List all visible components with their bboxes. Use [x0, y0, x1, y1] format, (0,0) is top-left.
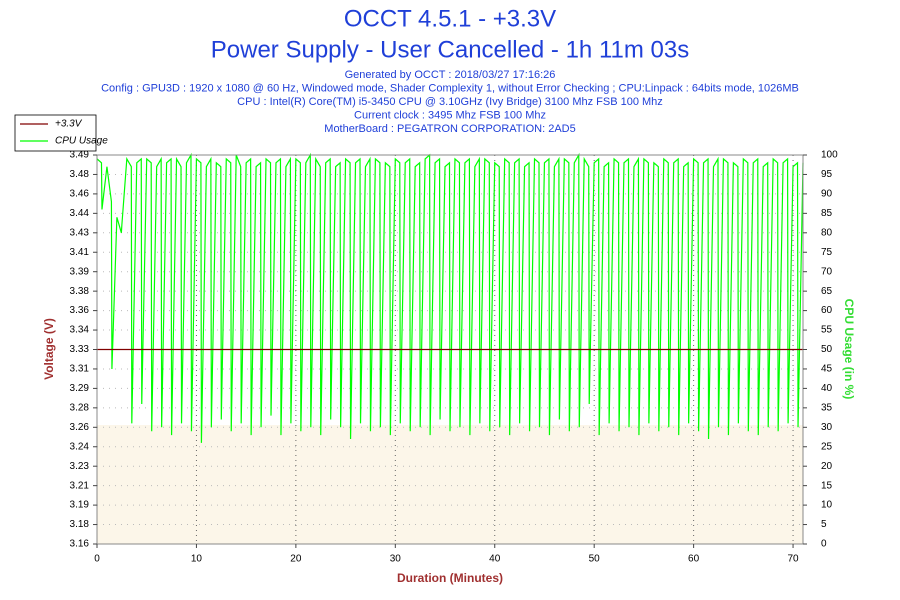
legend-box	[14, 114, 97, 152]
y2-tick-label: 30	[821, 422, 833, 433]
y-axis-label: Voltage (V)	[42, 318, 56, 380]
y2-tick-label: 75	[821, 247, 833, 258]
y2-tick-label: 5	[821, 519, 827, 530]
axes: 3.16 3.18 3.19 3.21 3.23 3.24 3.26 3.28 3.29 3.31…	[70, 150, 839, 565]
chart-subtitle: Power Supply - User Cancelled - 1h 11m 0…	[211, 36, 689, 63]
y-tick-label: 3.19	[70, 500, 90, 511]
y2-tick-label: 45	[821, 364, 833, 375]
y-tick-label: 3.41	[70, 247, 90, 258]
y2-tick-label: 60	[821, 305, 833, 316]
y-tick-label: 3.24	[70, 441, 90, 452]
y2-tick-label: 65	[821, 286, 833, 297]
series-line	[96, 152, 804, 443]
legend: +3.3V CPU Usage	[14, 114, 108, 152]
y-tick-label: 3.46	[70, 189, 90, 200]
y-tick-label: 3.38	[70, 286, 90, 297]
x-tick-label: 0	[94, 554, 100, 565]
info-line: CPU : Intel(R) Core(TM) i5-3450 CPU @ 3.…	[237, 96, 663, 108]
x-tick-label: 10	[191, 554, 203, 565]
y2-tick-label: 0	[821, 539, 827, 550]
y-tick-label: 3.21	[70, 480, 90, 491]
y2-tick-label: 40	[821, 383, 833, 394]
chart-title: OCCT 4.5.1 - +3.3V	[344, 5, 556, 32]
y-tick-label: 3.49	[70, 150, 90, 161]
info-line: MotherBoard : PEGATRON CORPORATION: 2AD5	[324, 123, 575, 135]
x-tick-label: 70	[787, 554, 799, 565]
y2-tick-label: 25	[821, 441, 833, 452]
x-tick-label: 20	[290, 554, 302, 565]
y2-tick-label: 95	[821, 169, 833, 180]
y2-tick-label: 50	[821, 344, 833, 355]
plot	[96, 152, 804, 443]
y2-tick-label: 15	[821, 480, 833, 491]
y2-tick-label: 35	[821, 402, 833, 413]
y2-tick-label: 20	[821, 461, 833, 472]
y2-tick-label: 85	[821, 208, 833, 219]
y2-tick-label: 70	[821, 266, 833, 277]
x-tick-label: 40	[489, 554, 501, 565]
legend-label: CPU Usage	[55, 136, 108, 147]
y-tick-label: 3.29	[70, 383, 90, 394]
legend-label: +3.3V	[55, 119, 83, 130]
y-tick-label: 3.36	[70, 305, 90, 316]
y-tick-label: 3.26	[70, 422, 90, 433]
y-tick-label: 3.34	[70, 325, 90, 336]
y-tick-label: 3.43	[70, 227, 90, 238]
y2-tick-label: 10	[821, 500, 833, 511]
y-tick-label: 3.44	[70, 208, 90, 219]
y2-tick-label: 55	[821, 325, 833, 336]
y-tick-label: 3.23	[70, 461, 90, 472]
y-tick-label: 3.16	[70, 539, 90, 550]
info-line: Current clock : 3495 Mhz FSB 100 Mhz	[354, 109, 546, 121]
x-tick-label: 50	[589, 554, 601, 565]
info-block: Generated by OCCT : 2018/03/27 17:16:26C…	[101, 69, 799, 135]
y2-tick-label: 90	[821, 189, 833, 200]
y2-axis-label: CPU Usage (in %)	[842, 299, 856, 400]
info-line: Generated by OCCT : 2018/03/27 17:16:26	[345, 69, 556, 81]
x-tick-label: 30	[390, 554, 402, 565]
y-tick-label: 3.28	[70, 402, 90, 413]
y-tick-label: 3.39	[70, 266, 90, 277]
y2-tick-label: 80	[821, 227, 833, 238]
info-line: Config : GPU3D : 1920 x 1080 @ 60 Hz, Wi…	[101, 82, 799, 94]
x-tick-label: 60	[688, 554, 700, 565]
y-tick-label: 3.18	[70, 519, 90, 530]
y-tick-label: 3.31	[70, 364, 90, 375]
y-tick-label: 3.33	[70, 344, 90, 355]
y-tick-label: 3.48	[70, 169, 90, 180]
plot-band	[97, 425, 803, 544]
y2-tick-label: 100	[821, 150, 838, 161]
x-axis-label: Duration (Minutes)	[397, 571, 503, 585]
